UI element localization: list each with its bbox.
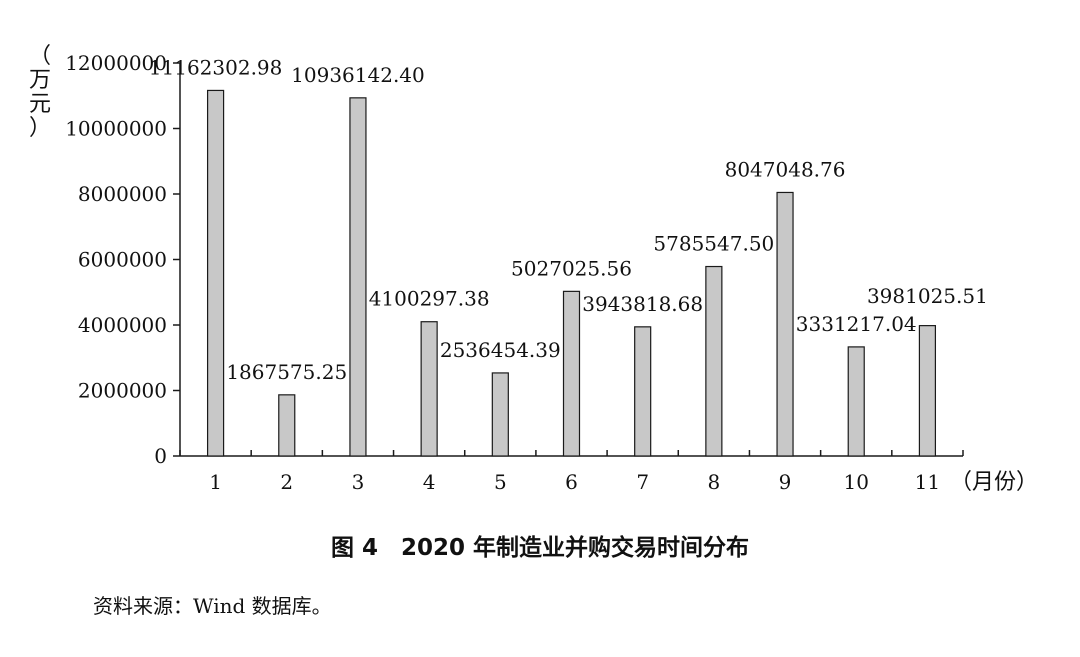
- x-tick-label: 10: [844, 470, 869, 494]
- data-label: 3331217.04: [796, 312, 917, 336]
- x-tick-label: 11: [915, 470, 940, 494]
- bar: [705, 265, 723, 457]
- x-axis-unit-label: （月份）: [950, 470, 1038, 495]
- data-label: 11162302.98: [149, 55, 283, 79]
- bar-chart: 0 2000000 4000000 6000000 8000000 10000000 120…: [29, 44, 1038, 495]
- data-label: 1867575.25: [226, 360, 347, 384]
- y-axis-unit-label: （万元）: [29, 44, 51, 141]
- bar: [918, 325, 937, 457]
- bar: [420, 321, 438, 457]
- x-tick-label: 2: [280, 470, 293, 494]
- x-tick-label: 6: [565, 470, 578, 494]
- x-tick-label: 1: [209, 470, 222, 494]
- x-tick-label: 8: [707, 470, 720, 494]
- x-tick-label: 5: [494, 470, 507, 494]
- y-tick-label: 0: [154, 444, 167, 468]
- data-label: 3981025.51: [867, 284, 988, 308]
- bar: [349, 97, 367, 457]
- y-tick-label: 8000000: [78, 182, 167, 206]
- data-label: 8047048.76: [725, 157, 846, 181]
- bar: [562, 290, 581, 457]
- y-tick-label: 12000000: [65, 51, 167, 75]
- data-label: 2536454.39: [440, 338, 561, 362]
- source-note: 资料来源：Wind 数据库。: [93, 594, 332, 618]
- bar: [491, 372, 509, 457]
- bar: [776, 191, 794, 457]
- y-tick-label: 4000000: [78, 313, 167, 337]
- y-tick-label: 2000000: [78, 379, 167, 403]
- data-label: 3943818.68: [582, 292, 703, 316]
- y-axis: 0 2000000 4000000 6000000 8000000 10000000 120…: [65, 51, 181, 468]
- bar: [634, 326, 652, 457]
- data-label: 10936142.40: [291, 63, 425, 87]
- y-tick-label: 10000000: [65, 117, 167, 141]
- data-label: 5785547.50: [653, 232, 774, 256]
- bar: [278, 394, 296, 457]
- bar: [206, 89, 225, 457]
- bars: [206, 89, 937, 457]
- data-label: 5027025.56: [511, 256, 632, 280]
- y-tick-label: 6000000: [78, 248, 167, 272]
- x-axis: 1 2 3 4 5 6 7 8 9 10 11: [179, 450, 964, 494]
- x-tick-label: 4: [423, 470, 436, 494]
- x-tick-label: 7: [636, 470, 649, 494]
- figure-caption: 图 4 2020 年制造业并购交易时间分布: [330, 535, 750, 561]
- data-label: 4100297.38: [369, 287, 490, 311]
- bar: [847, 346, 865, 457]
- x-tick-label: 3: [352, 470, 365, 494]
- data-labels: 11162302.98 1867575.25 10936142.40 4100297.…: [149, 55, 988, 383]
- x-tick-label: 9: [779, 470, 792, 494]
